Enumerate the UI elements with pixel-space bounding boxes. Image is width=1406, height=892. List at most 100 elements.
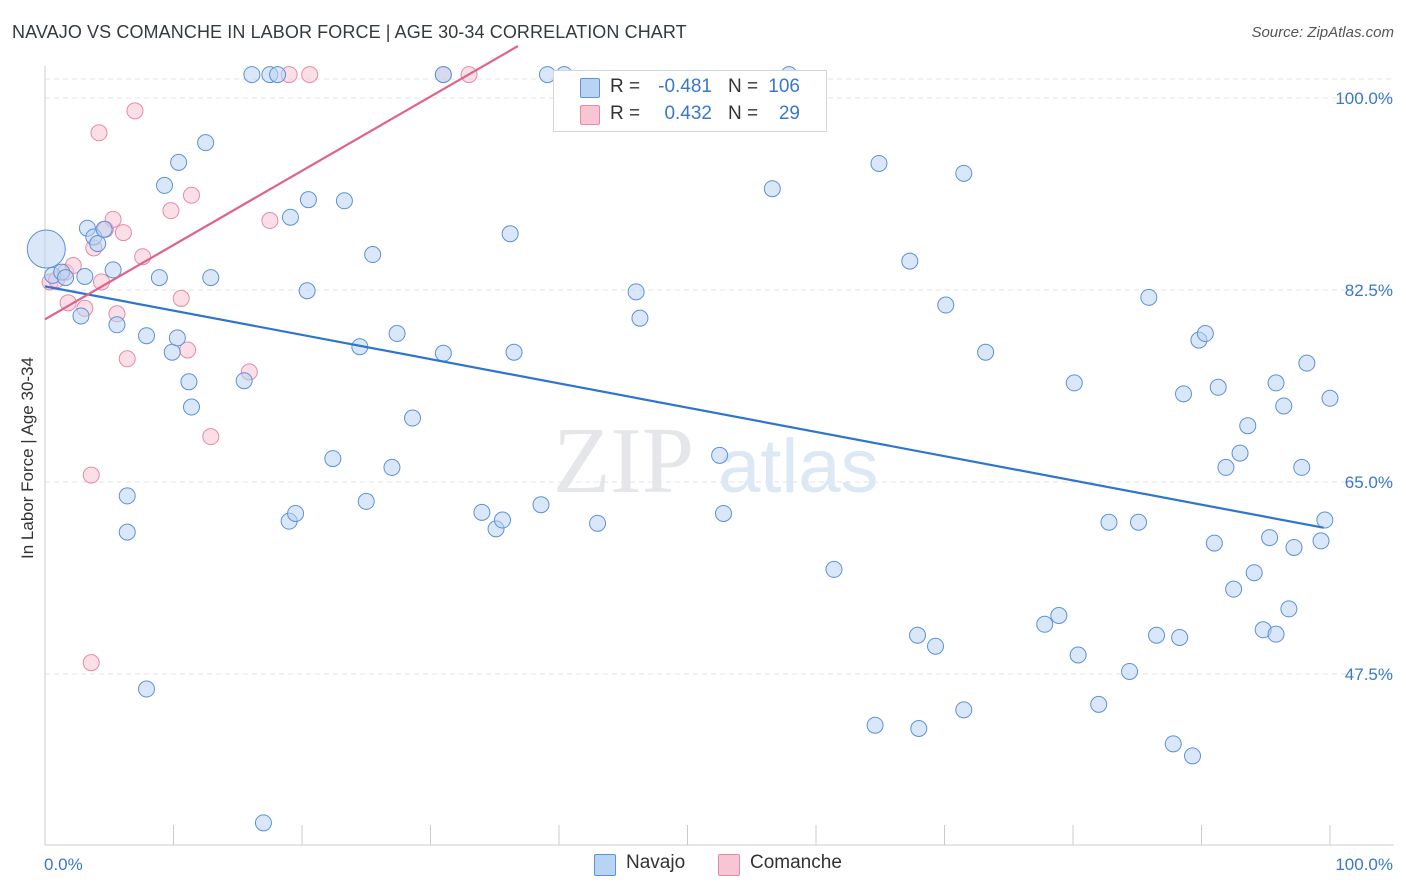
chart-title: NAVAJO VS COMANCHE IN LABOR FORCE | AGE … [12,22,687,42]
navajo-point [1225,580,1243,598]
y-tick-labels: 47.5% 65.0% 82.5% 100.0% [1335,89,1393,684]
navajo-point [287,504,305,522]
comanche-point [202,428,220,446]
navajo-r-label: R = [610,76,641,97]
navajo-point [1090,695,1108,713]
x-tick-label-max: 100.0% [1335,855,1393,874]
navajo-point [383,458,401,476]
comanche-point [82,466,100,484]
navajo-point [163,343,181,361]
navajo-point [118,523,136,541]
x-tick-labels: 0.0% 100.0% [44,855,1393,874]
comanche-point [82,654,100,672]
comanche-point [59,294,77,312]
navajo-point [168,329,186,347]
navajo-point [404,409,422,427]
trend-lines [44,45,1324,529]
navajo-point [150,269,168,287]
navajo-point [76,267,94,285]
source-label: Source: ZipAtlas.com [1251,24,1394,41]
navajo-point [72,307,90,325]
navajo-point [138,327,156,345]
legend-row-comanche: R = 0.432 N = 29 [554,101,826,127]
navajo-point [1239,417,1257,435]
navajo-point [357,492,375,510]
navajo-point [89,235,107,253]
comanche-r-value: 0.432 [664,103,712,124]
comanche-point [172,289,190,307]
navajo-point [1175,385,1193,403]
navajo-point [870,154,888,172]
navajo-point [1261,529,1279,547]
navajo-point [937,296,955,314]
comanche-point [114,224,132,242]
navajo-point [1140,288,1158,306]
navajo-point [532,496,550,514]
navajo-point [324,450,342,468]
navajo-point [434,66,452,84]
navajo-point [825,560,843,578]
navajo-point [505,343,523,361]
navajo-point [235,372,253,390]
navajo-point [197,134,215,152]
navajo-point [1196,325,1214,343]
navajo-point [57,269,75,287]
correlation-legend: R = -0.481 N = 106 R = 0.432 N = 29 [553,70,827,132]
navajo-point [763,180,781,198]
navajo-point [927,637,945,655]
navajo-point [138,680,156,698]
navajo-point [1298,354,1316,372]
navajo-point [180,373,198,391]
legend-comanche-swatch [718,854,740,876]
comanche-point [162,202,180,220]
navajo-point [866,716,884,734]
comanche-points [41,66,478,672]
navajo-point [977,343,995,361]
navajo-point [1285,538,1303,556]
navajo-n-value: 106 [768,76,800,97]
navajo-point [182,398,200,416]
series-legend: Navajo Comanche [0,852,1406,876]
comanche-point [261,212,279,230]
navajo-point [627,283,645,301]
navajo-point [714,504,732,522]
navajo-point [501,225,519,243]
navajo-point [95,220,113,238]
navajo-point [1130,513,1148,531]
navajo-point [388,325,406,343]
comanche-n-label: N = [728,103,759,124]
legend-row-navajo: R = -0.481 N = 106 [554,74,826,100]
navajo-point [1231,444,1249,462]
navajo-point [1065,374,1083,392]
navajo-point [1069,646,1087,664]
navajo-point [298,282,316,300]
navajo-point [1050,607,1068,625]
navajo-point [1316,511,1334,529]
navajo-point [955,701,973,719]
navajo-point [1184,747,1202,765]
navajo-point [1209,378,1227,396]
y-tick-label: 65.0% [1345,473,1393,492]
navajo-trend-line [44,285,1324,529]
navajo-point [104,261,122,279]
navajo-point [1267,374,1285,392]
navajo-point [1148,626,1166,644]
watermark-zip: ZIP [553,409,694,513]
navajo-point [901,252,919,270]
navajo-point [1245,564,1263,582]
y-tick-label: 100.0% [1335,89,1393,108]
navajo-point [254,814,272,832]
comanche-r-label: R = [610,103,641,124]
navajo-point [1171,628,1189,646]
navajo-point [910,720,928,738]
x-tick-label-min: 0.0% [44,855,83,874]
comanche-point [301,66,319,84]
y-tick-label: 82.5% [1345,281,1393,300]
navajo-point [1036,615,1054,633]
navajo-point [1280,600,1298,618]
navajo-r-value: -0.481 [658,76,712,97]
legend-navajo-label: Navajo [626,852,686,873]
navajo-point [299,191,317,209]
navajo-point [1121,662,1139,680]
